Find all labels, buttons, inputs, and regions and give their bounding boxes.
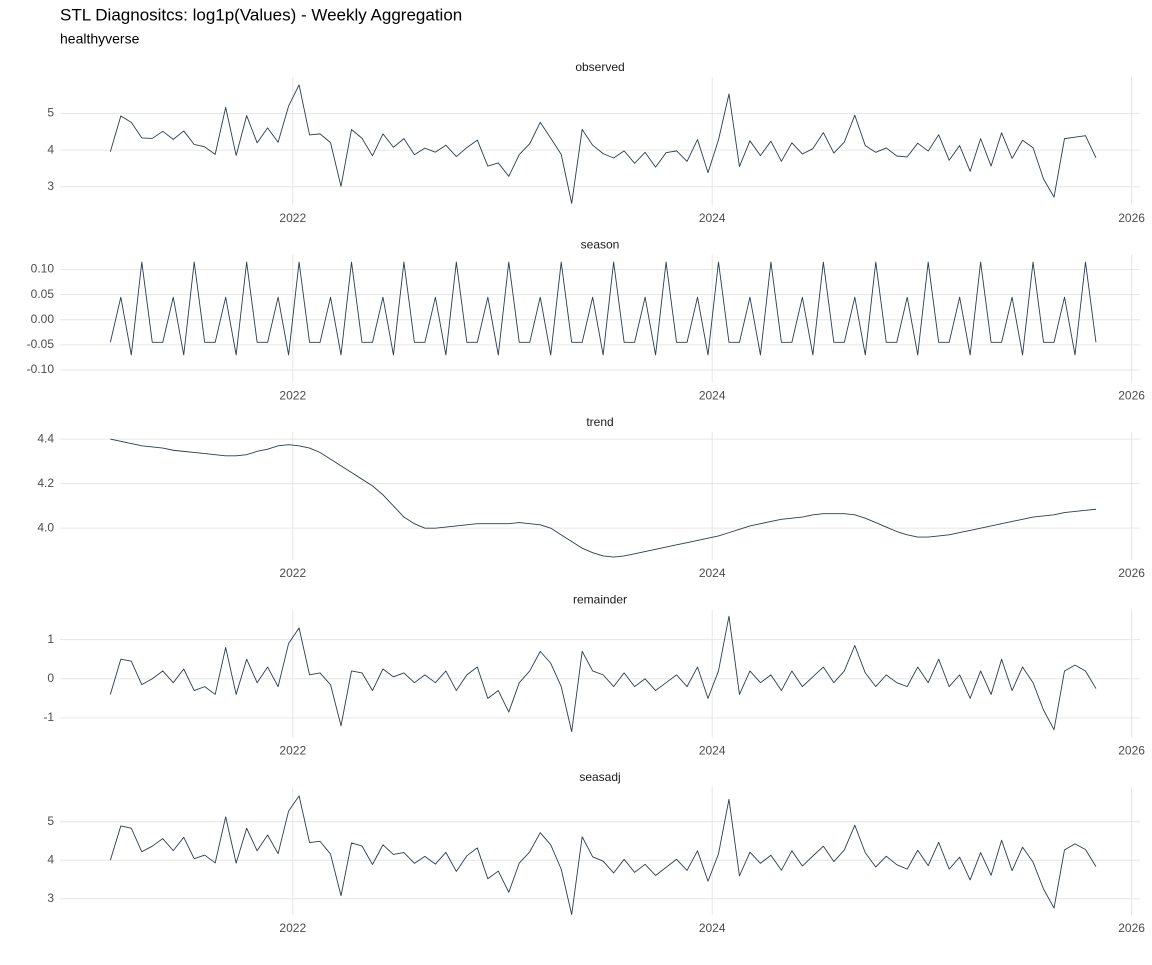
y-tick-label: -0.05 <box>27 337 55 351</box>
y-tick-label: 4.2 <box>37 476 54 490</box>
x-tick-label: 2026 <box>1118 566 1145 580</box>
y-tick-label: 5 <box>47 814 54 828</box>
x-tick-label: 2026 <box>1118 211 1145 225</box>
series-line <box>109 84 1097 204</box>
x-tick-label: 2024 <box>699 744 726 758</box>
series-line <box>109 615 1097 733</box>
x-tick-label: 2024 <box>699 211 726 225</box>
panel-title: observed <box>575 60 624 74</box>
x-tick-label: 2024 <box>699 921 726 935</box>
y-tick-label: 5 <box>47 106 54 120</box>
series-line <box>110 438 1097 558</box>
y-tick-label: 0.10 <box>31 262 55 276</box>
x-tick-label: 2022 <box>279 744 306 758</box>
x-tick-label: 2022 <box>279 211 306 225</box>
y-tick-label: 1 <box>47 632 54 646</box>
y-tick-label: 0.00 <box>31 312 55 326</box>
panel-title: trend <box>586 415 613 429</box>
x-tick-label: 2022 <box>279 566 306 580</box>
x-tick-label: 2022 <box>279 389 306 403</box>
y-tick-label: 4.0 <box>37 520 54 534</box>
y-tick-label: 0.05 <box>31 287 55 301</box>
series-line <box>109 261 1097 356</box>
y-tick-label: 4.4 <box>37 431 54 445</box>
x-tick-label: 2026 <box>1118 389 1145 403</box>
y-tick-label: 4 <box>47 142 54 156</box>
y-tick-label: 4 <box>47 852 54 866</box>
x-tick-label: 2026 <box>1118 744 1145 758</box>
chart-subtitle: healthyverse <box>60 31 140 47</box>
y-tick-label: 0 <box>47 671 54 685</box>
x-tick-label: 2022 <box>279 921 306 935</box>
y-tick-label: -0.10 <box>27 362 55 376</box>
panel-title: season <box>581 238 620 252</box>
y-tick-label: 3 <box>47 891 54 905</box>
series-line <box>109 795 1097 916</box>
chart-title: STL Diagnositcs: log1p(Values) - Weekly … <box>60 5 462 24</box>
x-tick-label: 2024 <box>699 389 726 403</box>
y-tick-label: 3 <box>47 179 54 193</box>
x-tick-label: 2026 <box>1118 921 1145 935</box>
panel-title: remainder <box>573 593 627 607</box>
y-tick-label: -1 <box>43 710 54 724</box>
x-tick-label: 2024 <box>699 566 726 580</box>
panel-title: seasadj <box>579 770 620 784</box>
